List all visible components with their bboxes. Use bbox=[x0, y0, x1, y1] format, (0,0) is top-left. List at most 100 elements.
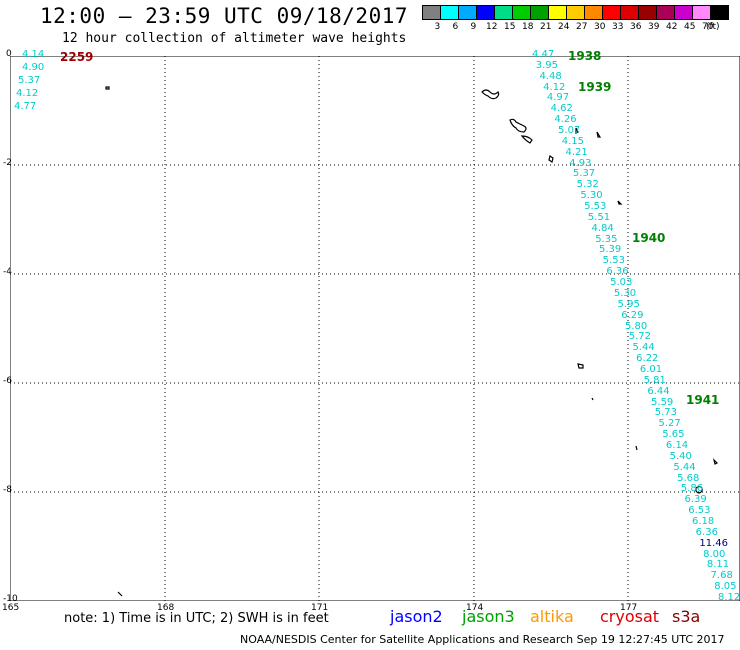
wave-height-label: 5.80 bbox=[625, 320, 648, 332]
satellite-label-jason2: jason2 bbox=[390, 607, 443, 626]
wave-height-label: 5.30 bbox=[613, 287, 637, 299]
pass-time-label: 2259 bbox=[60, 50, 94, 64]
legend-swatch bbox=[566, 5, 585, 20]
legend-label: 30 bbox=[594, 22, 606, 32]
legend-label: 42 bbox=[666, 22, 678, 32]
wave-height-label: 5.40 bbox=[669, 450, 692, 462]
wave-height-label: 5.30 bbox=[580, 190, 603, 202]
y-tick-label: -6 bbox=[3, 376, 12, 386]
legend-label: 12 bbox=[486, 22, 498, 32]
pass-time-label: 1941 bbox=[686, 393, 720, 407]
legend-label: 39 bbox=[648, 22, 660, 32]
wave-height-label: 4.48 bbox=[539, 70, 562, 82]
satellite-label-altika: altika bbox=[530, 607, 574, 626]
legend-swatch bbox=[512, 5, 531, 20]
wave-height-label: 8.11 bbox=[706, 559, 730, 571]
note-text: note: 1) Time is in UTC; 2) SWH is in fe… bbox=[64, 611, 329, 626]
y-tick-label: -4 bbox=[3, 267, 12, 277]
island bbox=[577, 363, 584, 369]
pass-time-label: 1938 bbox=[568, 49, 602, 63]
page-title: 12:00 – 23:59 UTC 09/18/2017 bbox=[40, 4, 409, 28]
wave-height-label: 8.00 bbox=[703, 548, 726, 560]
wave-height-label: 5.32 bbox=[576, 179, 599, 191]
wave-height-label: 4.47 bbox=[532, 49, 555, 60]
wave-height-label: 6.14 bbox=[665, 439, 689, 451]
wave-height-label: 5.65 bbox=[662, 429, 685, 441]
island bbox=[617, 200, 623, 205]
legend-swatch bbox=[476, 5, 495, 20]
wave-height-label: 5.53 bbox=[602, 255, 625, 267]
island bbox=[695, 485, 703, 494]
wave-height-label: 4.93 bbox=[569, 157, 592, 169]
wave-height-label: 4.77 bbox=[14, 101, 37, 112]
wave-height-label: 4.21 bbox=[565, 146, 588, 158]
wave-height-label: 5.68 bbox=[677, 472, 700, 484]
legend-label: 3 bbox=[434, 22, 441, 32]
legend-swatch bbox=[548, 5, 567, 20]
legend-swatch bbox=[638, 5, 657, 20]
x-tick-label: 174 bbox=[466, 603, 484, 613]
legend-label: 24 bbox=[558, 22, 570, 32]
wave-height-label: 5.72 bbox=[628, 331, 651, 343]
wave-height-label: 6.18 bbox=[691, 515, 715, 527]
wave-height-label: 5.51 bbox=[587, 211, 611, 223]
page-subtitle: 12 hour collection of altimeter wave hei… bbox=[62, 31, 407, 46]
wave-height-label: 4.15 bbox=[561, 135, 585, 147]
legend-label: 33 bbox=[612, 22, 624, 32]
island bbox=[509, 118, 527, 133]
pass-time-label: 1940 bbox=[632, 231, 666, 245]
legend-label: 18 bbox=[522, 22, 534, 32]
wave-height-label: 6.44 bbox=[647, 385, 670, 397]
legend-label: 15 bbox=[504, 22, 516, 32]
wave-height-label: 5.35 bbox=[595, 233, 618, 245]
island bbox=[548, 155, 554, 163]
y-tick-label: -10 bbox=[3, 594, 18, 604]
legend-label: 21 bbox=[540, 22, 552, 32]
legend-label: 27 bbox=[576, 22, 588, 32]
wave-height-label: 6.22 bbox=[636, 353, 659, 365]
satellite-label-cryosat: cryosat bbox=[600, 607, 660, 626]
island bbox=[596, 131, 602, 138]
island bbox=[481, 89, 500, 100]
wave-height-label: 4.12 bbox=[16, 88, 39, 99]
wave-height-label: 4.90 bbox=[22, 62, 45, 73]
wave-height-label: 4.26 bbox=[554, 114, 577, 126]
legend-swatch bbox=[530, 5, 549, 20]
wave-height-label: 6.36 bbox=[695, 526, 718, 538]
legend-unit: (ft) bbox=[706, 22, 720, 32]
legend-swatch bbox=[710, 5, 729, 20]
wave-height-label: 5.39 bbox=[598, 244, 622, 256]
wave-height-label: 8.12 bbox=[718, 592, 740, 603]
legend-swatch bbox=[602, 5, 621, 20]
pass-time-label: 1939 bbox=[578, 80, 612, 94]
legend-label: 36 bbox=[630, 22, 642, 32]
legend-swatch bbox=[458, 5, 477, 20]
x-tick-label: 177 bbox=[620, 603, 638, 613]
wave-height-label: 5.95 bbox=[617, 298, 640, 310]
wave-height-label: 5.03 bbox=[610, 277, 633, 289]
wave-height-label: 3.95 bbox=[535, 59, 558, 71]
island bbox=[635, 445, 638, 451]
wave-height-label: 5.37 bbox=[572, 168, 596, 180]
wave-height-label: 4.12 bbox=[543, 81, 566, 93]
legend-swatch bbox=[674, 5, 693, 20]
y-tick-label: 0 bbox=[6, 49, 12, 59]
island bbox=[117, 591, 123, 597]
y-tick-label: -2 bbox=[3, 158, 12, 168]
wave-height-label: 5.44 bbox=[632, 342, 655, 354]
wave-height-label: 4.84 bbox=[591, 222, 614, 234]
wave-height-label: 8.05 bbox=[714, 581, 737, 593]
legend-swatch bbox=[620, 5, 639, 20]
wave-height-label: 6.29 bbox=[621, 309, 644, 321]
legend-swatch bbox=[692, 5, 711, 20]
wave-height-label: 5.07 bbox=[558, 125, 581, 137]
legend-label: 6 bbox=[452, 22, 459, 32]
wave-height-label: 5.37 bbox=[18, 75, 41, 86]
wave-height-label: 5.27 bbox=[658, 418, 681, 430]
island bbox=[520, 135, 533, 144]
x-tick-label: 171 bbox=[311, 603, 329, 613]
wave-height-label: 5.73 bbox=[654, 407, 678, 419]
x-tick-label: 168 bbox=[157, 603, 175, 613]
wave-height-label: 4.62 bbox=[550, 103, 573, 115]
legend-label: 9 bbox=[470, 22, 477, 32]
